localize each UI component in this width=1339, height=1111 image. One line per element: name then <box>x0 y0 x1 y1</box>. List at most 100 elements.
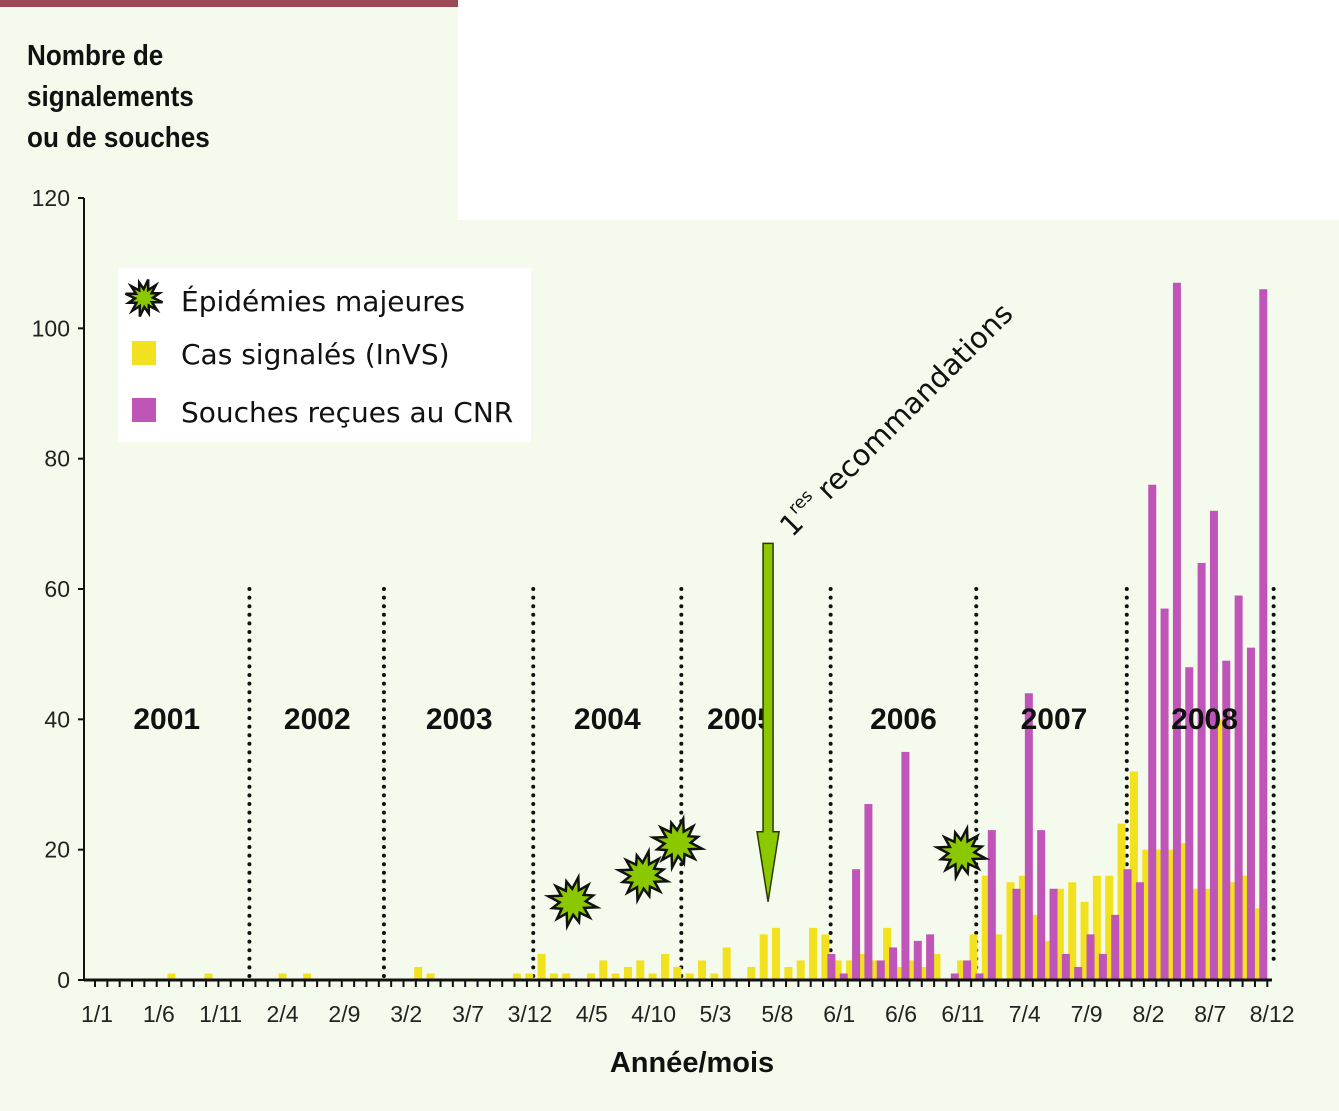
bar-cases <box>809 927 818 980</box>
bar-cases <box>1142 849 1151 980</box>
x-tick-label: 3/2 <box>390 1001 422 1027</box>
bar-strains <box>1135 882 1144 980</box>
bar-cases <box>549 973 558 980</box>
y-tick-label: 40 <box>44 706 70 732</box>
arrow-down-icon <box>756 542 780 902</box>
epidemic-star-icon <box>648 814 707 873</box>
bar-cases <box>747 966 756 980</box>
bar-strains <box>864 804 873 980</box>
legend-box <box>118 268 531 442</box>
epidemic-star-shape <box>124 278 164 318</box>
bar-cases <box>932 953 941 980</box>
bar-cases <box>512 973 521 980</box>
bar-cases <box>599 960 608 980</box>
epidemic-star-icon <box>543 872 602 931</box>
bar-cases <box>303 973 312 980</box>
x-tick-label: 7/9 <box>1071 1001 1103 1027</box>
bar-cases <box>1105 875 1114 980</box>
bar-cases <box>920 966 929 980</box>
bar-cases <box>870 960 879 980</box>
bar-strains <box>1209 510 1218 980</box>
y-tick-label: 80 <box>44 446 70 472</box>
bar-cases <box>1203 888 1212 980</box>
bar-cases <box>895 966 904 980</box>
x-tick-label: 1/11 <box>199 1001 242 1027</box>
bar-cases <box>1166 849 1175 980</box>
epidemic-star-icon <box>932 823 991 883</box>
bar-cases <box>722 947 731 980</box>
bar-cases <box>611 973 620 980</box>
x-tick-label: 4/5 <box>576 1001 608 1027</box>
bar-strains <box>1086 934 1095 980</box>
x-tick-label: 6/1 <box>823 1001 855 1027</box>
year-label: 2007 <box>1021 703 1088 736</box>
header-rule <box>0 0 458 7</box>
bar-cases <box>525 973 534 980</box>
year-label: 2004 <box>574 703 641 736</box>
x-tick-label: 8/2 <box>1132 1001 1164 1027</box>
epidemic-markers <box>543 814 991 931</box>
bar-cases <box>673 966 682 980</box>
bar-cases <box>1018 875 1027 980</box>
x-tick-label: 3/12 <box>508 1001 553 1027</box>
bar-strains <box>876 960 885 980</box>
bar-strains <box>852 869 861 980</box>
year-label: 2006 <box>870 703 937 736</box>
y-tick-label: 120 <box>32 185 70 211</box>
x-tick-label: 8/12 <box>1250 1001 1295 1027</box>
year-label: 2001 <box>133 703 200 736</box>
year-label: 2002 <box>284 703 351 736</box>
legend-swatch-cases <box>132 341 156 365</box>
bar-cases <box>1154 849 1163 980</box>
bar-cases <box>759 934 768 980</box>
bar-cases <box>1129 771 1138 980</box>
bar-cases <box>167 973 176 980</box>
x-tick-label: 1/1 <box>81 1001 113 1027</box>
bar-strains <box>889 947 898 980</box>
bar-strains <box>1185 667 1194 980</box>
bar-cases <box>1043 940 1052 980</box>
bar-cases <box>623 966 632 980</box>
bar-strains <box>1037 830 1046 980</box>
legend: Épidémies majeures Cas signalés (InVS) S… <box>118 268 531 442</box>
epidemic-star-icon <box>124 278 164 318</box>
bar-cases <box>1179 843 1188 980</box>
bar-cases <box>957 960 966 980</box>
y-tick-label: 0 <box>57 967 70 993</box>
bar-cases <box>1068 882 1077 980</box>
bar-strains <box>1148 484 1157 980</box>
bar-cases <box>1216 719 1225 980</box>
x-tick-label: 7/4 <box>1009 1001 1041 1027</box>
bar-strains <box>913 940 922 980</box>
bars <box>167 282 1268 980</box>
bar-strains <box>926 934 935 980</box>
y-axis-title-line: Nombre de <box>27 40 164 72</box>
bar-cases <box>660 953 669 980</box>
year-label: 2003 <box>426 703 493 736</box>
bar-strains <box>1049 888 1058 980</box>
bar-cases <box>796 960 805 980</box>
y-axis-title-line: ou de souches <box>27 122 210 154</box>
bar-cases <box>710 973 719 980</box>
epidemic-star-icon <box>613 846 673 905</box>
x-tick-label: 4/10 <box>631 1001 676 1027</box>
x-tick-label: 2/4 <box>267 1001 299 1027</box>
bar-cases <box>1006 882 1015 980</box>
bar-cases <box>1055 888 1064 980</box>
bar-cases <box>685 973 694 980</box>
bar-strains <box>975 973 984 980</box>
y-axis-title: Nombre de signalements ou de souches <box>27 36 210 159</box>
bar-strains <box>1160 608 1169 980</box>
bar-cases <box>969 934 978 980</box>
bar-cases <box>204 973 213 980</box>
legend-label-strains: Souches reçues au CNR <box>181 396 513 429</box>
bar-strains <box>1172 282 1181 980</box>
bar-cases <box>784 966 793 980</box>
bar-cases <box>1240 875 1249 980</box>
bar-cases <box>586 973 595 980</box>
bar-cases <box>562 973 571 980</box>
bar-cases <box>537 953 546 980</box>
bar-cases <box>1031 914 1040 980</box>
bar-strains <box>1074 966 1083 980</box>
